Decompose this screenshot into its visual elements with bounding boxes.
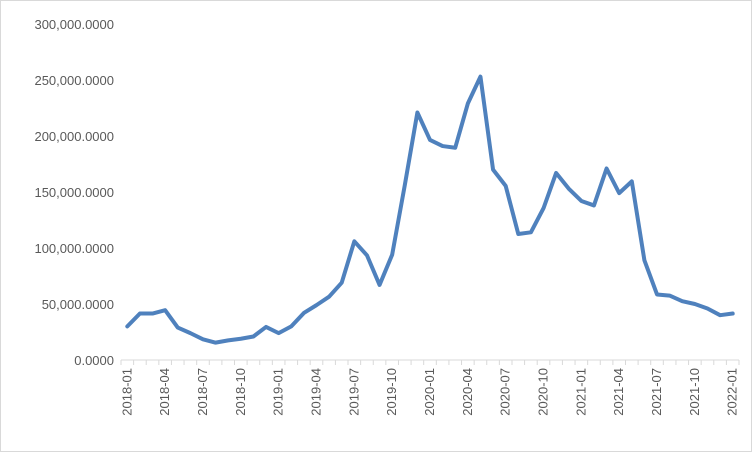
y-tick-label: 50,000.0000 <box>42 297 114 312</box>
x-tick-label: 2018-01 <box>119 368 134 416</box>
x-tick-label: 2019-10 <box>384 368 399 416</box>
x-tick-label: 2019-07 <box>346 368 361 416</box>
y-tick-label: 250,000.0000 <box>34 73 114 88</box>
x-tick-label: 2021-10 <box>687 368 702 416</box>
x-tick-label: 2019-04 <box>308 368 323 416</box>
x-tick-label: 2020-10 <box>536 368 551 416</box>
y-tick-label: 0.0000 <box>74 353 114 368</box>
x-tick-label: 2021-07 <box>649 368 664 416</box>
x-tick-label: 2021-04 <box>611 368 626 416</box>
x-tick-label: 2022-01 <box>725 368 740 416</box>
x-tick-label: 2020-04 <box>460 368 475 416</box>
y-axis-ticks: 0.0000 50,000.0000 100,000.0000 150,000.000… <box>34 17 114 368</box>
y-tick-label: 300,000.0000 <box>34 17 114 32</box>
y-tick-label: 100,000.0000 <box>34 241 114 256</box>
x-tick-label: 2020-07 <box>498 368 513 416</box>
series-line <box>125 74 735 345</box>
plot-area <box>125 74 735 345</box>
x-tick-label: 2021-01 <box>573 368 588 416</box>
x-tick-label: 2018-07 <box>195 368 210 416</box>
x-tick-label: 2019-01 <box>271 368 286 416</box>
x-tick-label: 2018-04 <box>157 368 172 416</box>
y-tick-label: 200,000.0000 <box>34 129 114 144</box>
x-tick-label: 2018-10 <box>233 368 248 416</box>
x-tick-label: 2020-01 <box>422 368 437 416</box>
y-tick-label: 150,000.0000 <box>34 185 114 200</box>
x-axis-ticks: 2018-01 2018-04 2018-07 2018-10 2019-01 2019-… <box>119 360 740 416</box>
